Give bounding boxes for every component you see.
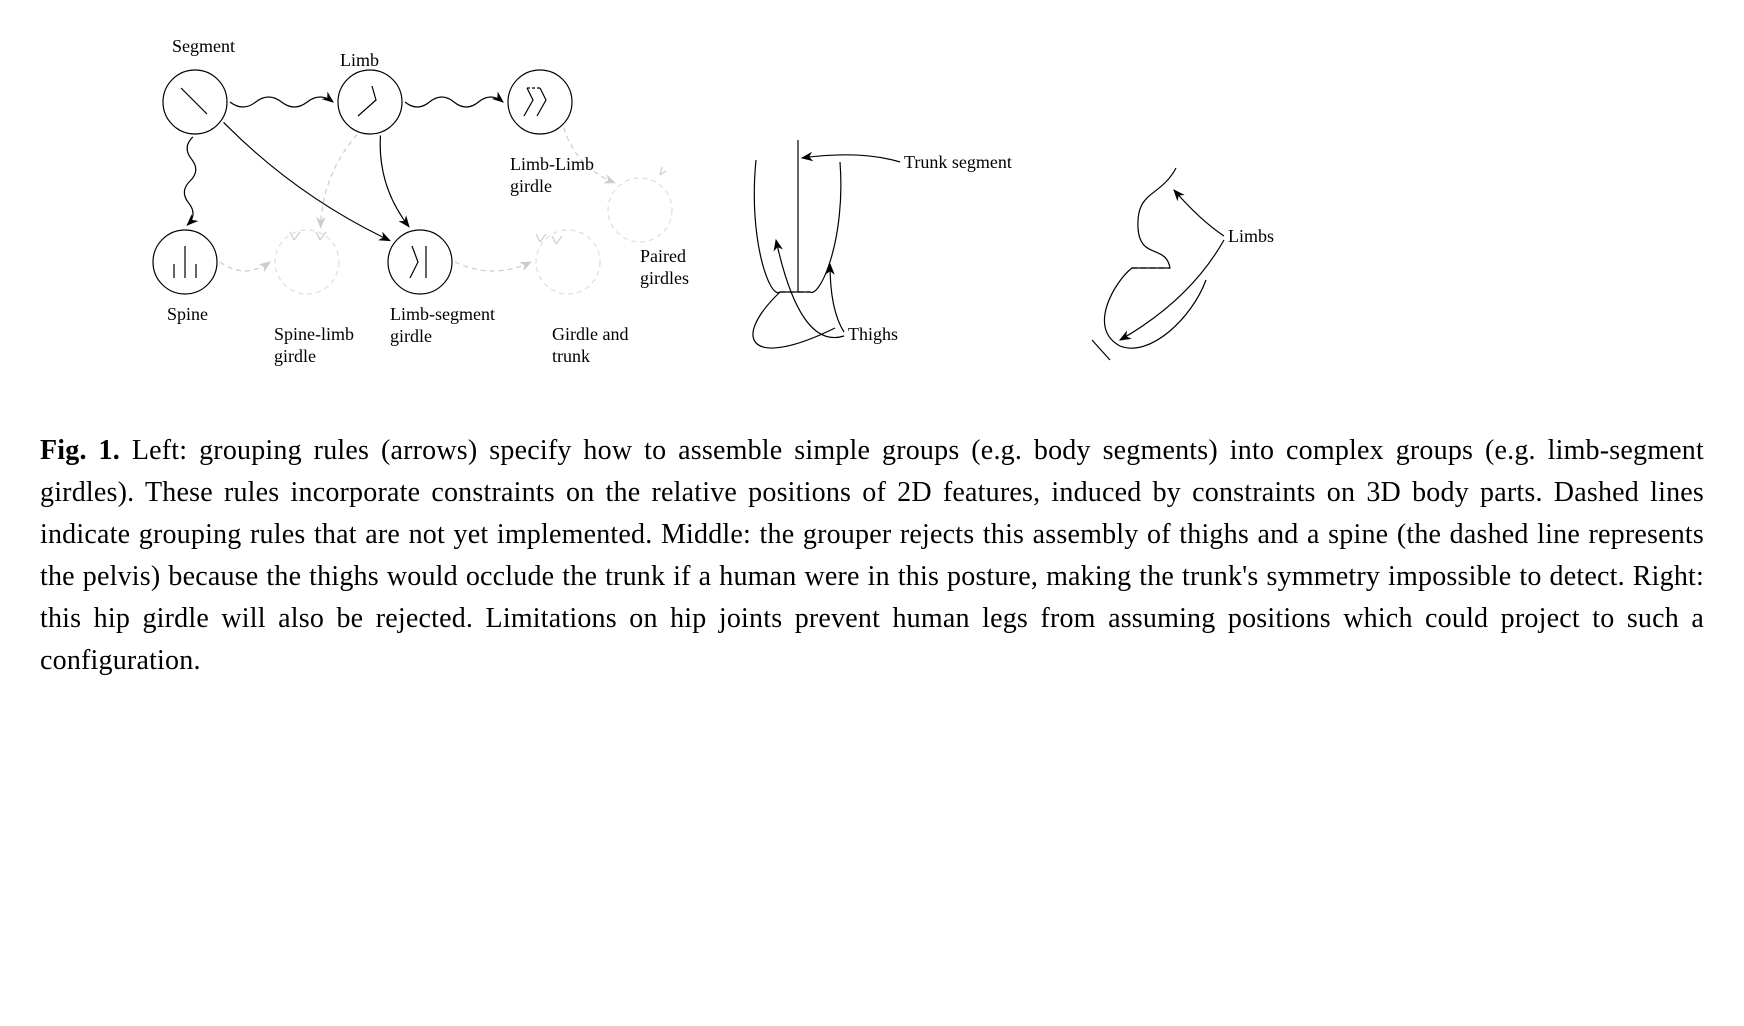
arrow-limbs-1 [1174,190,1224,236]
label-trunk_segment: Trunk segment [904,152,1012,172]
label-paired_girdles: Paired [640,246,686,266]
label-limb_segment_girdle: Limb-segment [390,304,495,324]
edge-spine-spine_limb_girdle [220,262,270,271]
label-segment: Segment [172,40,235,56]
figure-caption: Fig. 1. Left: grouping rules (arrows) sp… [40,430,1704,682]
label-limb_segment_girdle2: girdle [390,326,432,346]
arrow-thighs-1 [830,264,844,332]
node-paired_girdles [608,178,672,242]
edge-segment-limb_segment_girdle [224,122,390,240]
node-spine_limb_girdle [275,230,339,294]
label-thighs: Thighs [848,324,898,344]
right-outline [1092,168,1206,360]
diagram-area: SegmentLimbLimb-LimbgirdleSpineSpine-lim… [40,40,1704,400]
label-girdle_and_trunk: Girdle and [552,324,628,344]
edge-segment-limb [230,97,333,107]
node-limb_segment_girdle [388,230,452,294]
label-girdle_and_trunk2: trunk [552,346,590,366]
label-spine_limb_girdle2: girdle [274,346,316,366]
hint-mark-5 [660,167,666,175]
edge-limb-limb_limb_girdle [405,97,503,107]
label-limb_limb_girdle2: girdle [510,176,552,196]
middle-outline [753,140,841,348]
diagram-svg: SegmentLimbLimb-LimbgirdleSpineSpine-lim… [40,40,1704,400]
label-spine: Spine [167,304,208,324]
label-limb: Limb [340,50,379,70]
hint-mark-2 [552,236,562,244]
figure-caption-text: Left: grouping rules (arrows) specify ho… [40,435,1704,676]
figure-container: SegmentLimbLimb-LimbgirdleSpineSpine-lim… [40,40,1704,682]
edge-limb_segment_girdle-girdle_and_trunk [455,262,531,271]
hint-mark-1 [536,234,546,242]
label-limb_limb_girdle: Limb-Limb [510,154,594,174]
figure-label: Fig. 1. [40,435,120,466]
node-limb_limb_girdle [508,70,572,134]
hint-mark-3 [290,232,300,240]
arrow-limbs-2 [1120,240,1224,340]
node-limb [338,70,402,134]
edge-segment-spine [184,137,195,225]
arrow-trunk-segment [802,155,900,162]
label-spine_limb_girdle: Spine-limb [274,324,354,344]
label-limbs: Limbs [1228,226,1274,246]
label-paired_girdles2: girdles [640,268,689,288]
node-girdle_and_trunk [536,230,600,294]
arrow-thighs-2 [776,240,844,338]
edge-limb-limb_segment_girdle [380,135,409,226]
